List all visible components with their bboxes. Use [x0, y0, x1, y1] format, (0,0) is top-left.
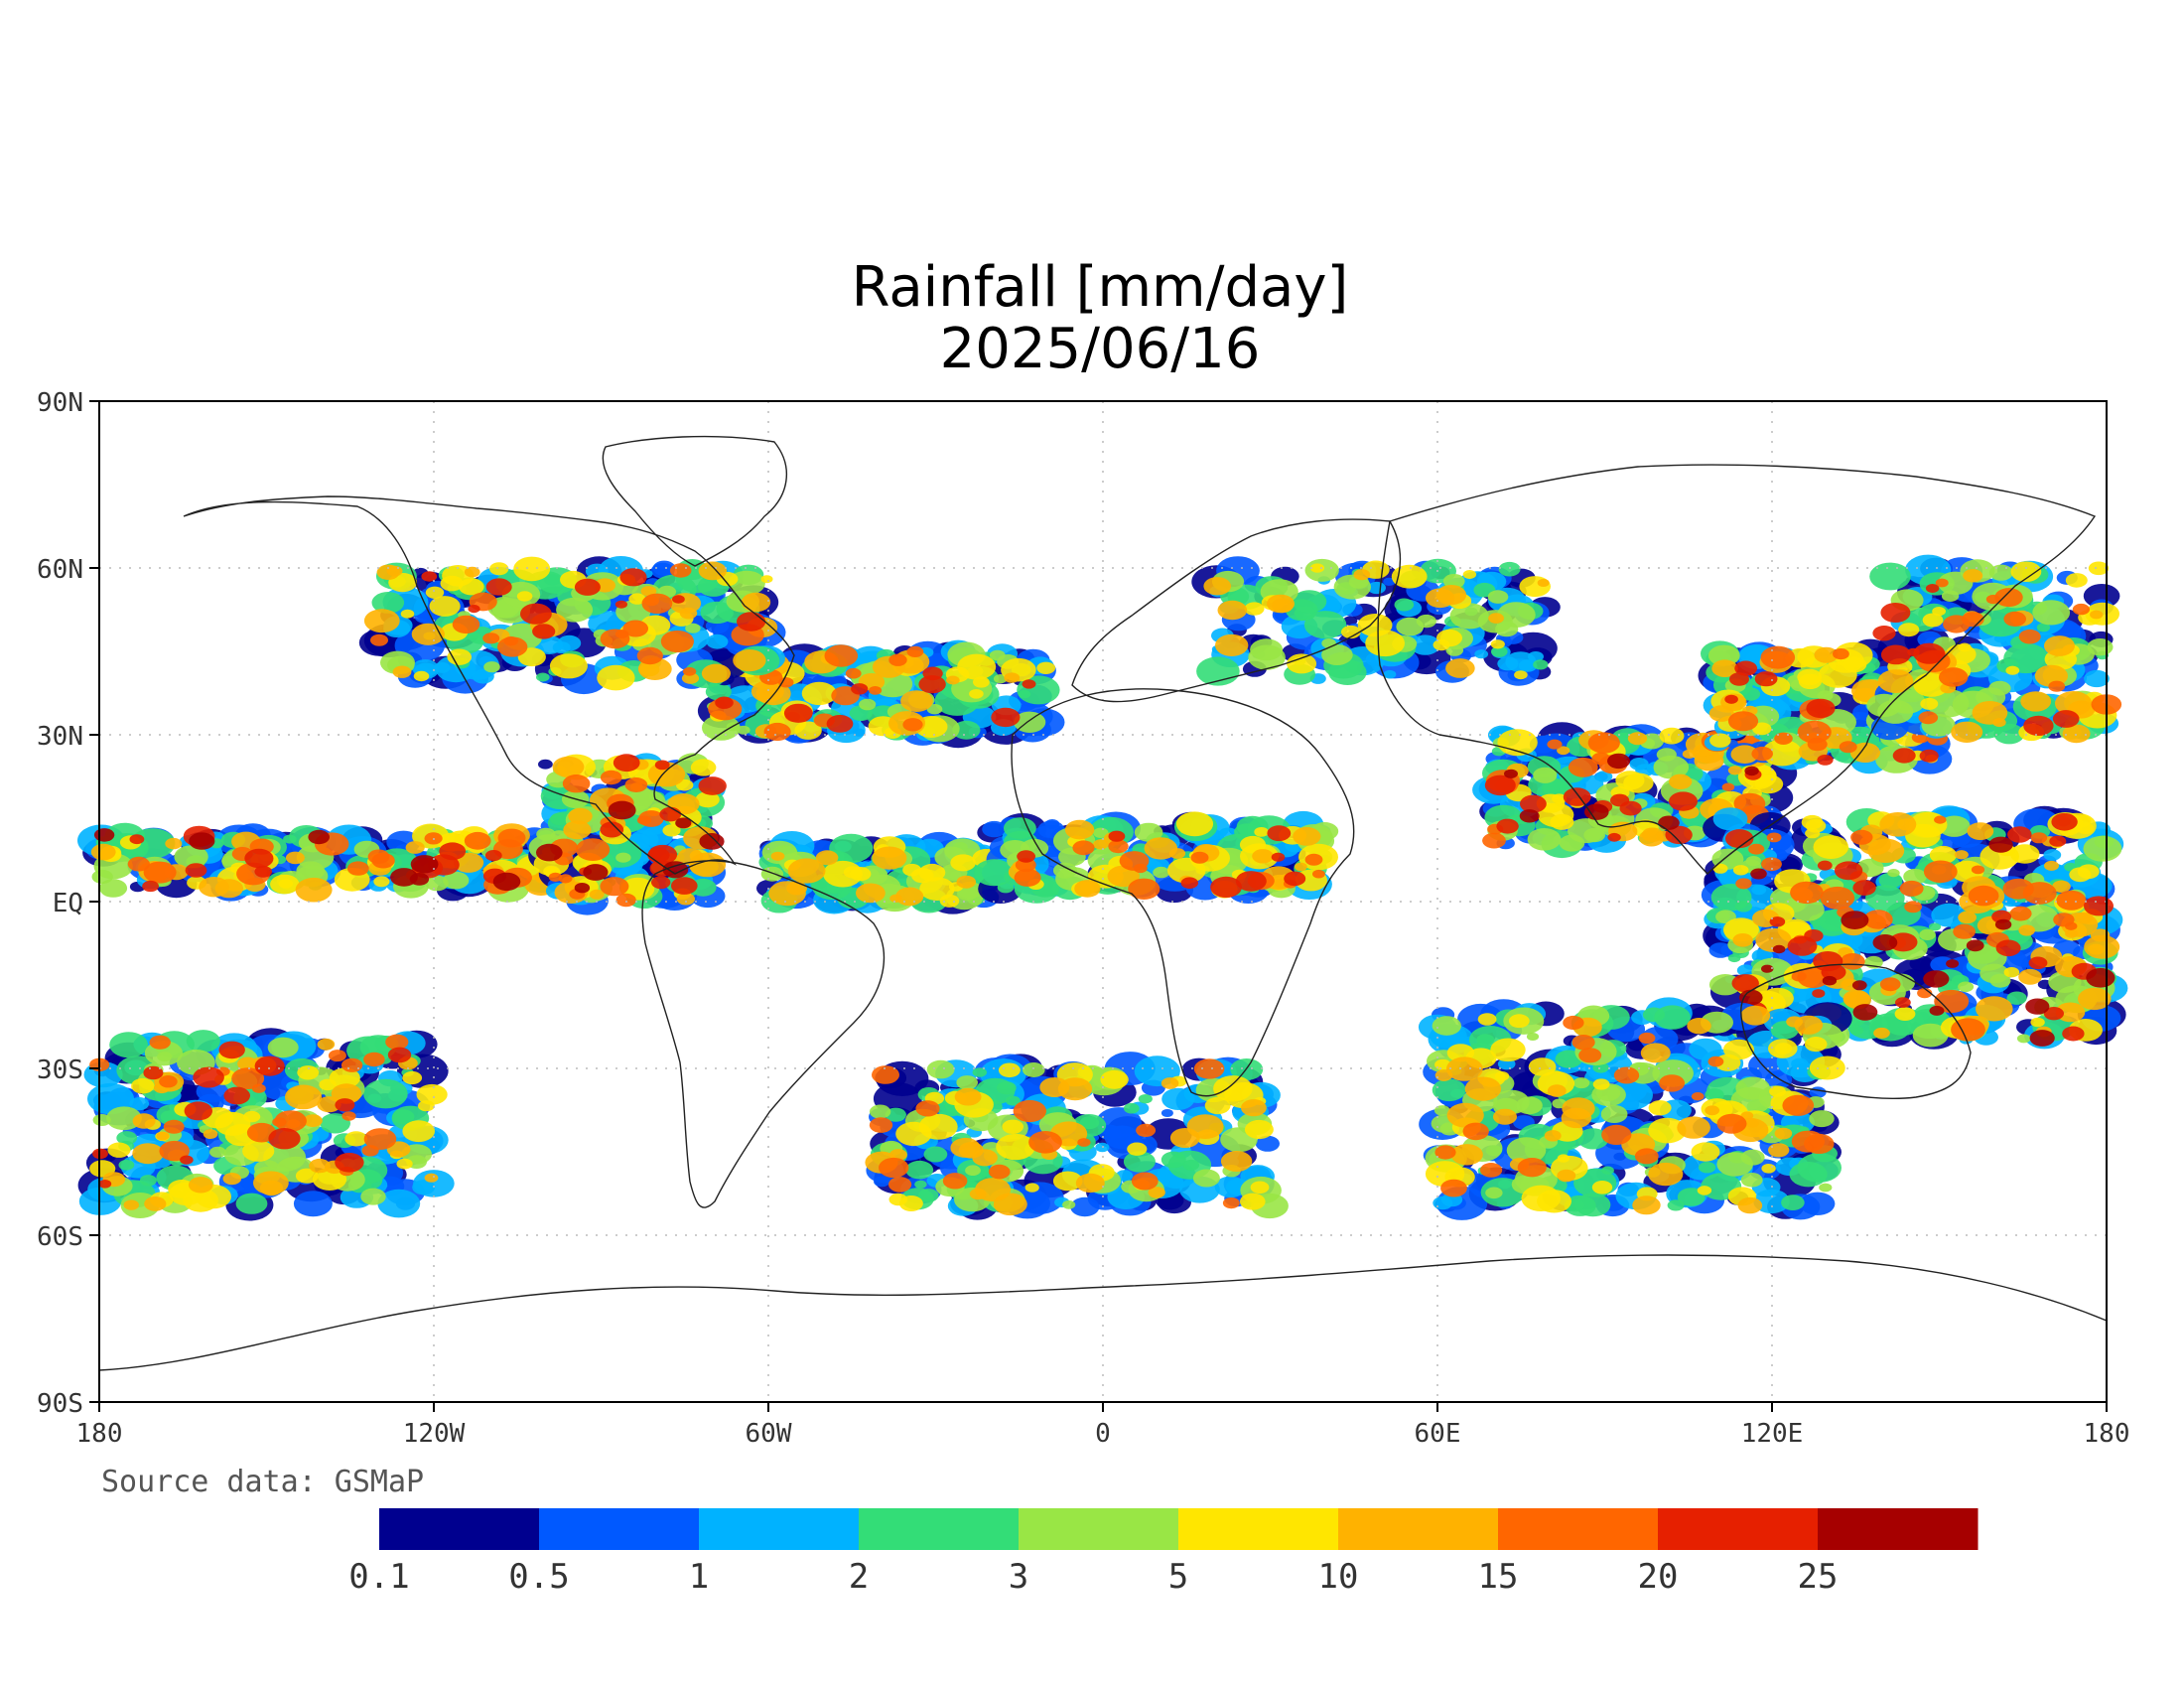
lon-label: 120E	[1741, 1419, 1804, 1449]
rain-band	[865, 1052, 1289, 1220]
map-date: 2025/06/16	[940, 317, 1261, 381]
legend-label: 15	[1478, 1557, 1519, 1597]
coastline-antarctica	[98, 1254, 2108, 1371]
coastlines	[98, 435, 2108, 1371]
rain-band	[694, 639, 1065, 749]
coastline-africa	[1011, 688, 1355, 1097]
lat-label: 90S	[37, 1389, 83, 1419]
legend-swatch	[1498, 1508, 1659, 1550]
lat-label: 60N	[37, 555, 83, 585]
lon-label: 60E	[1415, 1419, 1461, 1449]
legend-label: 1	[689, 1557, 709, 1597]
longitude-axis: 180 120W 60W 0 60E 120E 180	[76, 1402, 2130, 1449]
legend-label: 5	[1168, 1557, 1188, 1597]
map-title: Rainfall [mm/day]	[852, 255, 1349, 320]
lat-label: 30S	[37, 1055, 83, 1085]
legend-swatch	[699, 1508, 860, 1550]
legend-swatch	[859, 1508, 1020, 1550]
lon-label: 0	[1095, 1419, 1111, 1449]
lat-label: 60S	[37, 1222, 83, 1252]
lat-label: EQ	[53, 889, 83, 918]
coastline-asia	[1377, 464, 2097, 875]
lon-label: 180	[76, 1419, 123, 1449]
legend-swatch	[1338, 1508, 1499, 1550]
legend-label: 2	[849, 1557, 869, 1597]
legend-swatch	[1658, 1508, 1819, 1550]
legend-swatch	[1019, 1508, 1179, 1550]
rain-band	[974, 810, 1339, 904]
coastline-greenland	[602, 435, 788, 567]
rain-band	[77, 822, 564, 903]
lon-label: 180	[2084, 1419, 2130, 1449]
rain-band	[1418, 997, 1852, 1220]
legend-swatch	[1178, 1508, 1339, 1550]
legend-swatch	[379, 1508, 540, 1550]
latitude-axis: 90N 60N 30N EQ 30S 60S 90S	[37, 388, 99, 1419]
rain-band	[1191, 556, 1561, 686]
gridlines	[99, 401, 2107, 1402]
lat-label: 30N	[37, 722, 83, 752]
source-note: Source data: GSMaP	[101, 1465, 425, 1499]
legend-label: 10	[1318, 1557, 1359, 1597]
coastline-south-america	[641, 860, 886, 1208]
plot-area	[77, 400, 2128, 1403]
rain-layer	[77, 554, 2128, 1221]
legend-label: 20	[1638, 1557, 1679, 1597]
legend-label: 0.1	[348, 1557, 409, 1597]
lon-label: 120W	[403, 1419, 466, 1449]
lon-label: 60W	[746, 1419, 792, 1449]
rain-band	[358, 556, 786, 695]
legend-swatch	[1818, 1508, 1979, 1550]
lat-label: 90N	[37, 388, 83, 418]
coastline-north-america	[183, 495, 795, 875]
legend-label: 25	[1798, 1557, 1839, 1597]
legend-label: 3	[1009, 1557, 1028, 1597]
coastline-australia	[1740, 963, 1972, 1100]
rain-band	[526, 753, 727, 915]
color-legend: 0.1 0.5 1 2 3 5 10 15 20 25	[348, 1508, 1979, 1597]
legend-label: 0.5	[508, 1557, 569, 1597]
coastline-europe	[1071, 518, 1402, 703]
rain-band	[1866, 554, 2122, 745]
rain-band	[77, 1028, 455, 1221]
legend-swatch	[539, 1508, 700, 1550]
